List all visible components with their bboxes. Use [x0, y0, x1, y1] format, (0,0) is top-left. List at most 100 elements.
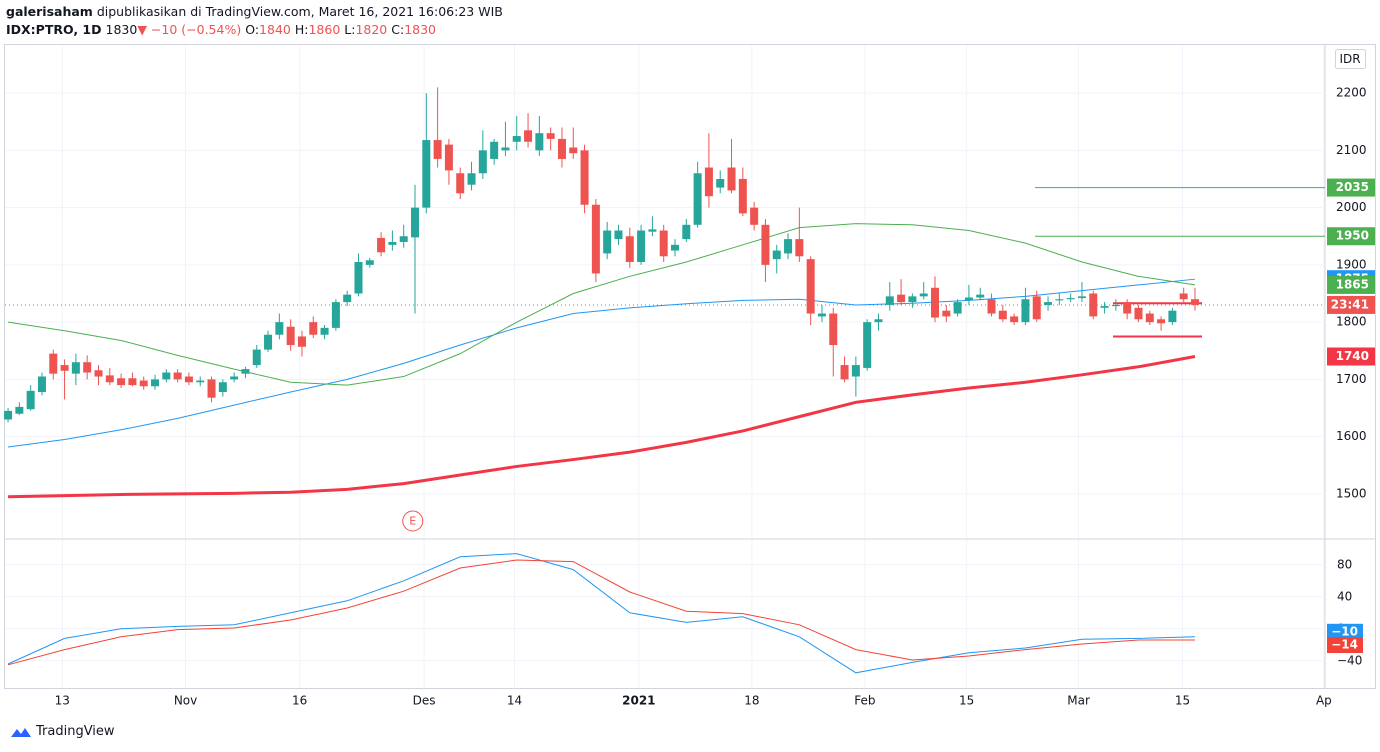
y-tick-label: 1800: [1336, 315, 1367, 329]
candle-body: [49, 353, 58, 374]
candle-body: [1044, 302, 1053, 305]
ma-line: [8, 355, 1196, 499]
candle-body: [320, 327, 329, 335]
candle-body: [444, 144, 453, 171]
candle-body: [1066, 298, 1075, 300]
logo-text: TradingView: [36, 724, 115, 739]
price-badge: [1327, 275, 1375, 294]
x-tick-label: 14: [507, 694, 522, 708]
header-line-2: IDX:PTRO, 1D 1830▼ −10 (−0.54%) O:1840 H…: [6, 22, 436, 37]
unit-box: [1335, 49, 1366, 69]
candle-body: [727, 167, 736, 191]
event-marker: [402, 510, 424, 532]
candle-body: [230, 376, 239, 380]
candle-body: [840, 365, 849, 380]
y-tick-label: 80: [1337, 557, 1352, 571]
x-tick-label: 13: [55, 694, 70, 708]
ma-line: [7, 223, 1196, 386]
candle-body: [286, 326, 295, 346]
candle-body: [128, 378, 137, 386]
candle-body: [162, 372, 171, 380]
price-badge: [1327, 178, 1375, 197]
logo-icon: [11, 727, 31, 737]
candle-body: [569, 147, 578, 154]
candle-body: [908, 296, 917, 303]
candle-body: [297, 336, 306, 347]
candle-body: [264, 334, 273, 350]
candle-body: [648, 229, 657, 232]
event-label: E: [409, 515, 416, 528]
candle-body: [151, 379, 160, 387]
candle-body: [1168, 310, 1177, 323]
candle-body: [399, 236, 408, 242]
candle-body: [71, 362, 80, 374]
candle-body: [863, 322, 872, 368]
candle-body: [535, 133, 544, 151]
candle-body: [433, 140, 442, 159]
y-tick-label: 2100: [1336, 143, 1367, 157]
candle-body: [83, 362, 92, 373]
price-badge-label: 1865: [1336, 277, 1369, 291]
candle-body: [331, 302, 340, 328]
candle-body: [931, 287, 940, 318]
candle-body: [885, 296, 894, 305]
oscillator-line: [7, 553, 1196, 674]
candle-body: [942, 310, 951, 317]
header-line-1: galerisaham dipublikasikan di TradingVie…: [6, 4, 503, 19]
candle-body: [659, 230, 668, 257]
x-tick-label: 16: [292, 694, 307, 708]
candle-body: [26, 390, 35, 410]
candle-body: [851, 365, 860, 377]
candle-body: [761, 224, 770, 265]
candle-body: [501, 147, 510, 151]
candle-body: [693, 173, 702, 225]
candle-body: [524, 130, 533, 142]
x-tick-label: Feb: [854, 694, 875, 708]
candle-body: [309, 322, 318, 335]
candle-body: [795, 239, 804, 257]
candle-body: [241, 369, 250, 374]
published: dipublikasikan di TradingView.com, Maret…: [96, 4, 503, 19]
frame: [4, 44, 1376, 689]
ohlc-o: O:: [245, 22, 260, 37]
price-badge-label: 1740: [1336, 349, 1369, 363]
x-tick-label: 15: [1175, 694, 1190, 708]
ohlc-value: 1860: [308, 22, 341, 37]
ohlc-value: 1820: [355, 22, 388, 37]
x-tick-label: 18: [744, 694, 759, 708]
candle-body: [580, 150, 589, 205]
candle-body: [365, 260, 374, 265]
candle-body: [354, 262, 363, 294]
ma-line: [7, 278, 1196, 448]
candle-body: [704, 167, 713, 197]
price-badge-label: 2035: [1336, 180, 1369, 194]
candle-body: [1077, 296, 1086, 299]
candle-body: [919, 293, 928, 297]
candle-body: [546, 133, 555, 139]
candle-body: [411, 207, 420, 238]
candle-body: [184, 376, 193, 383]
candle-body: [1134, 307, 1143, 320]
x-tick-label: Nov: [174, 694, 197, 708]
x-tick-label: 15: [959, 694, 974, 708]
candle-body: [490, 141, 499, 159]
candle-body: [139, 380, 148, 387]
candle-body: [4, 410, 13, 420]
y-tick-label: 1900: [1336, 257, 1367, 271]
candle-body: [173, 372, 182, 380]
candle-body: [829, 313, 838, 346]
osc-badge-label: −14: [1331, 638, 1358, 652]
ohlc-c: C:: [391, 22, 405, 37]
candle-body: [603, 230, 612, 254]
osc-badge: [1327, 637, 1363, 653]
candle-body: [37, 376, 46, 392]
candle-body: [478, 150, 487, 174]
candle-body: [1032, 296, 1041, 320]
candle-body: [512, 136, 521, 142]
candle-body: [998, 310, 1007, 320]
candle-body: [738, 178, 747, 214]
candle-body: [557, 138, 566, 159]
last-price: 1830: [105, 22, 138, 37]
arrow: ▼: [137, 22, 147, 37]
ohlc-value: 1840: [259, 22, 291, 37]
